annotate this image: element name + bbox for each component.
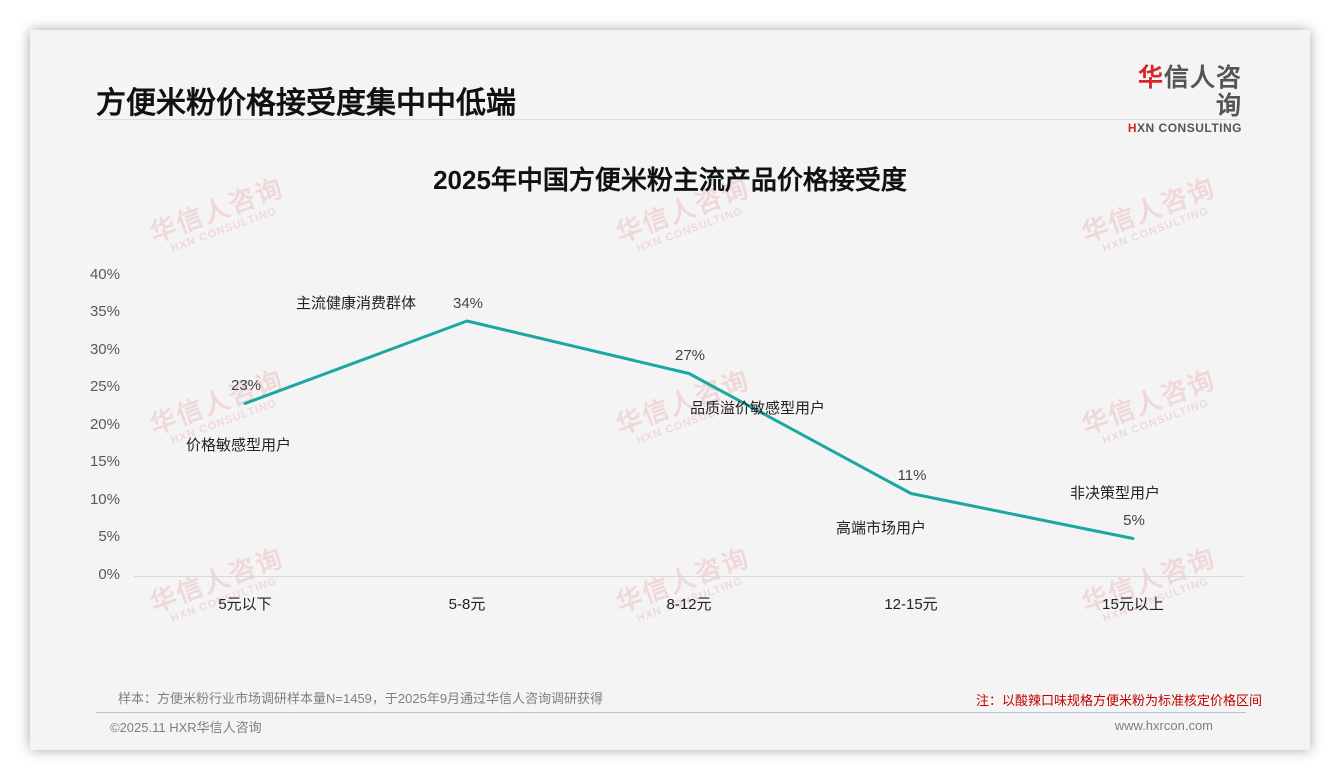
logo-cn: 华信人咨询 (1112, 64, 1242, 120)
y-tick: 0% (98, 566, 120, 583)
price-note: 注：以酸辣口味规格方便米粉为标准核定价格区间 (975, 693, 1262, 708)
x-tick: 12-15元 (884, 596, 938, 613)
copyright: ©2025.11 HXR华信人咨询 (110, 720, 262, 735)
data-label: 5% (1123, 512, 1145, 529)
y-tick: 25% (89, 378, 120, 395)
slide: 方便米粉价格接受度集中中低端 华信人咨询 HXN CONSULTING 华信人咨… (30, 30, 1310, 750)
data-label: 23% (230, 377, 262, 394)
y-tick: 40% (89, 266, 120, 283)
logo: 华信人咨询 HXN CONSULTING (1112, 64, 1242, 135)
x-tick: 5-8元 (448, 596, 486, 613)
x-tick: 8-12元 (666, 596, 712, 613)
annotation: 价格敏感型用户 (186, 437, 292, 454)
y-tick: 20% (89, 416, 120, 433)
annotation: 高端市场用户 (836, 520, 927, 537)
logo-en-text: XN CONSULTING (1137, 121, 1242, 135)
y-tick: 35% (89, 303, 120, 320)
page-title: 方便米粉价格接受度集中中低端 (96, 87, 516, 120)
x-axis-line (134, 576, 1244, 577)
y-tick: 5% (98, 528, 120, 545)
y-tick: 30% (89, 341, 120, 358)
data-label: 34% (452, 295, 484, 312)
data-label: 11% (897, 467, 927, 484)
data-label: 27% (674, 347, 706, 364)
annotation: 主流健康消费群体 (296, 295, 417, 312)
title-divider (96, 119, 1240, 120)
x-tick: 5元以下 (218, 596, 272, 613)
y-tick: 10% (89, 491, 120, 508)
annotation: 品质溢价敏感型用户 (690, 400, 826, 417)
logo-en-accent: H (1127, 121, 1138, 135)
footer-divider (96, 712, 1246, 713)
logo-cn-text: 信人咨询 (1163, 64, 1242, 120)
website: www.hxrcon.com (1114, 718, 1213, 733)
sample-note: 样本：方便米粉行业市场调研样本量N=1459，于2025年9月通过华信人咨询调研… (118, 691, 604, 706)
logo-en: HXN CONSULTING (1112, 121, 1242, 135)
logo-cn-accent: 华 (1137, 64, 1164, 92)
annotation: 非决策型用户 (1070, 485, 1161, 502)
chart-title: 2025年中国方便米粉主流产品价格接受度 (433, 165, 907, 195)
y-tick: 15% (89, 453, 120, 470)
x-tick: 15元以上 (1102, 596, 1164, 613)
line-series (243, 319, 1135, 540)
